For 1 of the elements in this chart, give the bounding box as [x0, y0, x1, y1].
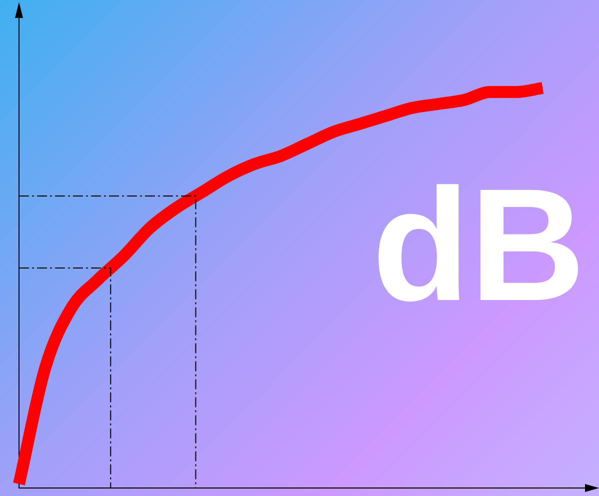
- annotation: dB: [372, 155, 586, 334]
